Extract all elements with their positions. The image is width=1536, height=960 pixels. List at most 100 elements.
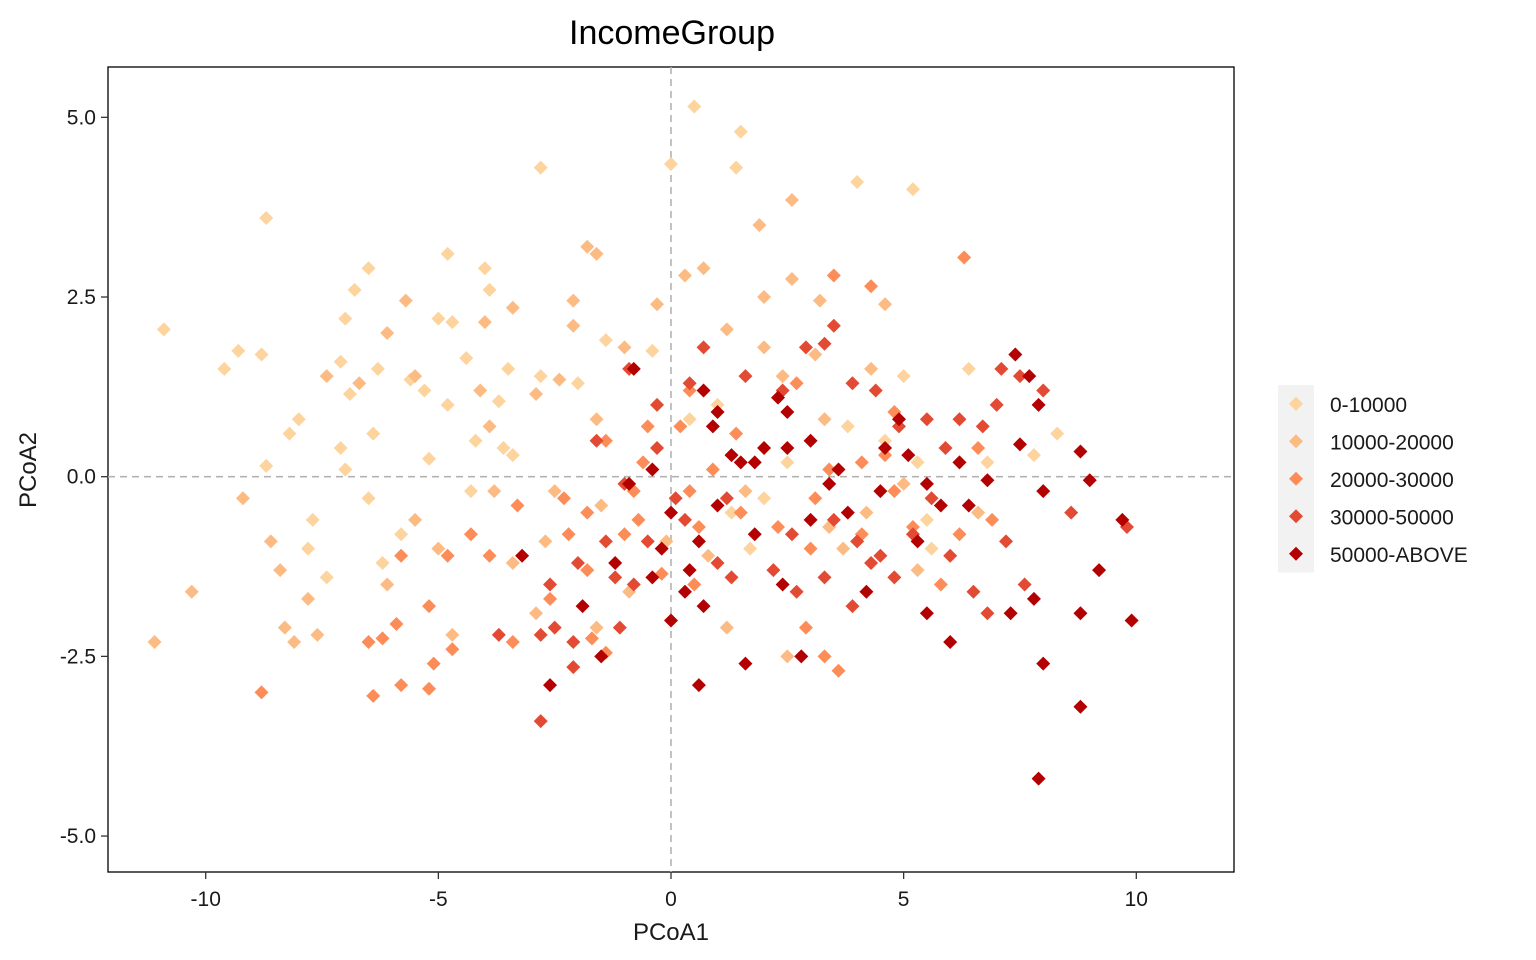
- data-point: [529, 606, 544, 621]
- data-point: [505, 300, 520, 315]
- data-point: [691, 678, 706, 693]
- data-point: [780, 440, 795, 455]
- data-point: [184, 584, 199, 599]
- data-point: [1031, 397, 1046, 412]
- data-point: [1031, 771, 1046, 786]
- series-50000-ABOVE: [515, 347, 1139, 786]
- data-point: [487, 484, 502, 499]
- data-point: [757, 491, 772, 506]
- data-point: [771, 520, 786, 534]
- data-point: [654, 541, 669, 556]
- data-point: [491, 394, 506, 409]
- data-point: [235, 491, 250, 506]
- x-tick-label: 0: [665, 888, 677, 911]
- data-point: [943, 548, 958, 563]
- data-point: [868, 383, 883, 398]
- data-point: [724, 570, 739, 585]
- data-point: [259, 458, 274, 473]
- data-point: [859, 505, 874, 520]
- data-point: [687, 99, 702, 114]
- data-point: [338, 462, 353, 477]
- data-point: [463, 527, 478, 542]
- data-point: [1036, 656, 1051, 671]
- data-point: [910, 534, 925, 549]
- legend-key: [1289, 434, 1303, 449]
- data-point: [784, 272, 799, 287]
- data-point: [901, 448, 916, 463]
- legend-label: 20000-30000: [1330, 469, 1454, 492]
- data-point: [617, 340, 632, 355]
- data-point: [617, 527, 632, 542]
- data-point: [933, 577, 948, 592]
- data-point: [282, 426, 297, 441]
- data-point: [422, 599, 437, 614]
- data-point: [1092, 563, 1107, 578]
- data-point: [440, 397, 455, 412]
- data-point: [919, 476, 934, 491]
- data-point: [696, 261, 711, 276]
- data-point: [361, 635, 376, 649]
- data-point: [375, 631, 390, 646]
- data-point: [850, 534, 865, 549]
- data-point: [440, 548, 455, 563]
- data-point: [803, 512, 818, 527]
- data-point: [789, 376, 804, 391]
- data-point: [380, 577, 395, 592]
- data-point: [738, 369, 753, 384]
- data-point: [826, 512, 841, 527]
- data-point: [952, 412, 967, 427]
- data-point: [473, 383, 488, 398]
- x-axis: -10 -5 0 5 10: [191, 872, 1148, 911]
- data-point: [505, 448, 520, 463]
- data-point: [496, 440, 511, 455]
- data-point: [1012, 437, 1027, 452]
- data-point: [543, 678, 558, 693]
- data-point: [664, 613, 678, 628]
- data-point: [710, 555, 725, 570]
- data-point: [533, 714, 548, 729]
- data-point: [891, 419, 906, 434]
- data-point: [803, 433, 818, 448]
- data-point: [636, 455, 651, 470]
- data-point: [612, 620, 627, 635]
- data-point: [626, 361, 641, 376]
- data-point: [864, 361, 879, 376]
- y-tick-label: 5.0: [67, 106, 96, 129]
- data-point: [589, 433, 604, 448]
- data-point: [1115, 512, 1130, 527]
- data-point: [733, 505, 748, 520]
- data-point: [445, 315, 460, 330]
- data-point: [845, 376, 860, 391]
- data-point: [705, 419, 720, 434]
- data-point: [878, 433, 893, 448]
- data-point: [1012, 369, 1027, 384]
- data-point: [626, 577, 641, 592]
- data-point: [333, 354, 348, 369]
- data-point: [147, 635, 162, 649]
- data-point: [1064, 505, 1079, 520]
- data-point: [217, 361, 232, 376]
- data-point: [961, 498, 976, 513]
- x-tick-label: -5: [429, 888, 448, 911]
- data-point: [575, 599, 590, 614]
- reference-lines: [108, 67, 1234, 872]
- data-point: [864, 555, 879, 570]
- data-point: [710, 397, 725, 412]
- data-point: [301, 591, 316, 606]
- data-point: [561, 527, 576, 542]
- data-point: [850, 175, 865, 189]
- data-point: [724, 448, 739, 463]
- data-point: [273, 563, 288, 578]
- data-point: [719, 620, 734, 635]
- data-point: [1017, 577, 1032, 592]
- data-point: [952, 455, 967, 470]
- data-point: [380, 325, 395, 340]
- data-point: [366, 688, 381, 703]
- data-point: [999, 534, 1014, 549]
- data-point: [752, 218, 767, 233]
- data-point: [319, 570, 334, 585]
- data-point: [701, 548, 716, 563]
- data-point: [505, 635, 520, 649]
- y-tick-label: -5.0: [60, 825, 96, 848]
- data-point: [259, 210, 274, 225]
